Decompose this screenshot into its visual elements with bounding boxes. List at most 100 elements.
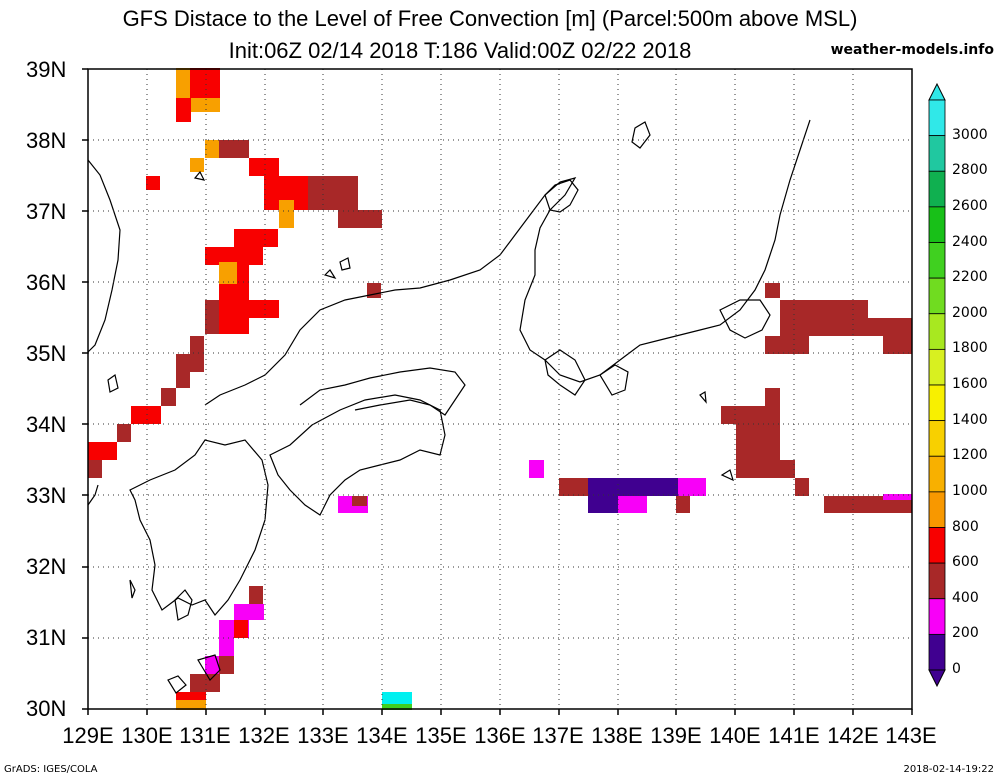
colorbar-segment [928, 633, 946, 671]
cell-brown [765, 336, 809, 354]
cell-red [88, 442, 117, 460]
lon-label: 142E [827, 723, 879, 748]
cell-brown [721, 406, 780, 424]
colorbar-segment [928, 135, 946, 172]
field-cells [88, 68, 912, 710]
coastlines [87, 119, 811, 694]
colorbar-label: 200 [952, 625, 979, 642]
sado-island [631, 121, 651, 149]
axis-ticks [82, 68, 913, 715]
cell-brown [824, 496, 912, 513]
cell-brown [780, 318, 912, 336]
lon-label: 135E [415, 723, 467, 748]
cell-red [219, 300, 279, 318]
colorbar-segment [928, 598, 946, 635]
korea-islands [87, 484, 99, 506]
colorbar-segment [928, 242, 946, 279]
lon-label: 136E [474, 723, 526, 748]
cell-brown [249, 586, 263, 604]
cell-brown [736, 460, 795, 478]
cell-brown [352, 496, 367, 506]
lon-label: 143E [885, 723, 937, 748]
colorbar-label: 0 [952, 661, 961, 677]
ulleungdo [193, 170, 206, 181]
colorbar-label: 800 [952, 518, 979, 535]
cell-magenta [234, 604, 264, 620]
izu-peninsula [599, 364, 629, 396]
colorbar-label: 2800 [952, 162, 988, 179]
cell-brown [676, 496, 690, 513]
colorbar-segment [928, 313, 946, 350]
lat-label: 36N [26, 270, 67, 295]
cell-brown [190, 674, 220, 692]
colorbar-segment [928, 527, 946, 564]
kyushu-coast [129, 439, 269, 616]
lat-label: 32N [26, 554, 67, 579]
kii-channel-coast [299, 367, 466, 416]
colorbar-segment [928, 420, 946, 457]
colorbar-segment [928, 491, 946, 528]
cell-red [146, 176, 160, 190]
cell-magenta [618, 496, 647, 513]
colorbar-segment [928, 384, 946, 422]
cell-red [234, 620, 248, 638]
cell-red [234, 229, 278, 247]
credit-text: weather-models.info [830, 42, 994, 58]
cell-brown [338, 210, 382, 228]
cell-brown [176, 372, 190, 388]
honshu-coast [204, 119, 811, 406]
lat-label: 39N [26, 57, 67, 82]
colorbar-segments [928, 99, 946, 671]
kagoshima-bay [174, 589, 193, 621]
noto-peninsula [544, 179, 579, 213]
colorbar-segment [928, 348, 946, 386]
cell-brown [88, 460, 102, 478]
lon-label: 140E [709, 723, 761, 748]
colorbar-top-arrow [928, 82, 946, 101]
cell-brown [161, 388, 176, 406]
cell-purple [618, 478, 678, 496]
colorbar-label: 2400 [952, 233, 988, 250]
cell-brown [559, 478, 589, 496]
cell-red [219, 318, 249, 334]
colorbar-label: 600 [952, 554, 979, 571]
lon-label: 141E [768, 723, 820, 748]
cell-brown [765, 283, 780, 298]
colorbar-label: 2600 [952, 197, 988, 214]
colorbar-label: 1600 [952, 376, 988, 392]
shikoku-coast [269, 394, 446, 516]
lat-label: 35N [26, 341, 67, 366]
colorbar-label: 3000 [952, 126, 988, 143]
cell-brown [308, 176, 358, 210]
lon-label: 130E [121, 723, 173, 748]
oki-island [323, 269, 337, 280]
lat-label: 33N [26, 483, 67, 508]
oki-island-2 [339, 257, 351, 271]
lat-label: 34N [26, 412, 67, 437]
cell-brown [736, 424, 780, 460]
lat-label: 31N [26, 625, 67, 650]
cell-orange [190, 158, 204, 172]
cell-brown [219, 656, 234, 674]
cell-red [190, 68, 220, 98]
lon-label: 132E [238, 723, 290, 748]
cell-brown [765, 388, 780, 406]
footer-timestamp: 2018-02-14-19:22 [903, 764, 994, 775]
colorbar-segment [928, 170, 946, 208]
colorbar-label: 1400 [952, 411, 988, 428]
footer-software: GrADS: IGES/COLA [4, 764, 98, 775]
cell-red [205, 247, 263, 265]
cell-cyan [382, 692, 412, 704]
cell-brown [367, 283, 381, 298]
colorbar-segment [928, 99, 946, 137]
cell-brown [795, 478, 809, 496]
yakushima [197, 654, 221, 681]
cell-brown [117, 424, 131, 442]
cell-red [131, 406, 161, 424]
lon-label: 133E [297, 723, 349, 748]
cell-brown [780, 300, 868, 318]
colorbar-label: 1800 [952, 340, 988, 357]
cell-brown [190, 336, 204, 354]
lat-label: 38N [26, 128, 67, 153]
colorbar-label: 2200 [952, 269, 988, 286]
